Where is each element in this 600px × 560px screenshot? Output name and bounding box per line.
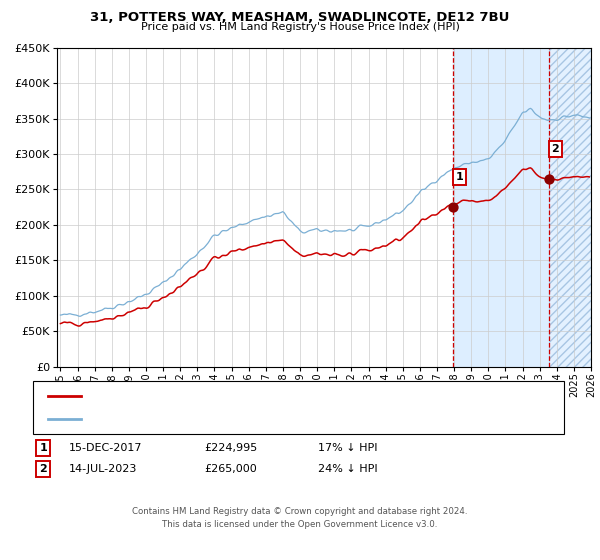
Text: 2: 2	[551, 144, 559, 154]
Text: Contains HM Land Registry data © Crown copyright and database right 2024.: Contains HM Land Registry data © Crown c…	[132, 507, 468, 516]
Text: 31, POTTERS WAY, MEASHAM, SWADLINCOTE, DE12 7BU (detached house): 31, POTTERS WAY, MEASHAM, SWADLINCOTE, D…	[87, 391, 476, 401]
Point	[544, 174, 554, 183]
Bar	[549, 48, 600, 367]
Text: Price paid vs. HM Land Registry's House Price Index (HPI): Price paid vs. HM Land Registry's House …	[140, 22, 460, 32]
Text: 31, POTTERS WAY, MEASHAM, SWADLINCOTE, DE12 7BU: 31, POTTERS WAY, MEASHAM, SWADLINCOTE, D…	[91, 11, 509, 24]
Text: This data is licensed under the Open Government Licence v3.0.: This data is licensed under the Open Gov…	[163, 520, 437, 529]
Text: £224,995: £224,995	[204, 443, 257, 453]
Text: 14-JUL-2023: 14-JUL-2023	[69, 464, 137, 474]
Bar	[454, 48, 549, 367]
Text: 24% ↓ HPI: 24% ↓ HPI	[318, 464, 377, 474]
Text: HPI: Average price, detached house, North West Leicestershire: HPI: Average price, detached house, Nort…	[87, 414, 415, 424]
Text: £265,000: £265,000	[204, 464, 257, 474]
Text: 1: 1	[40, 443, 47, 453]
Text: 1: 1	[456, 172, 464, 182]
Text: 17% ↓ HPI: 17% ↓ HPI	[318, 443, 377, 453]
Text: 15-DEC-2017: 15-DEC-2017	[69, 443, 143, 453]
Point	[449, 203, 458, 212]
Text: 2: 2	[40, 464, 47, 474]
